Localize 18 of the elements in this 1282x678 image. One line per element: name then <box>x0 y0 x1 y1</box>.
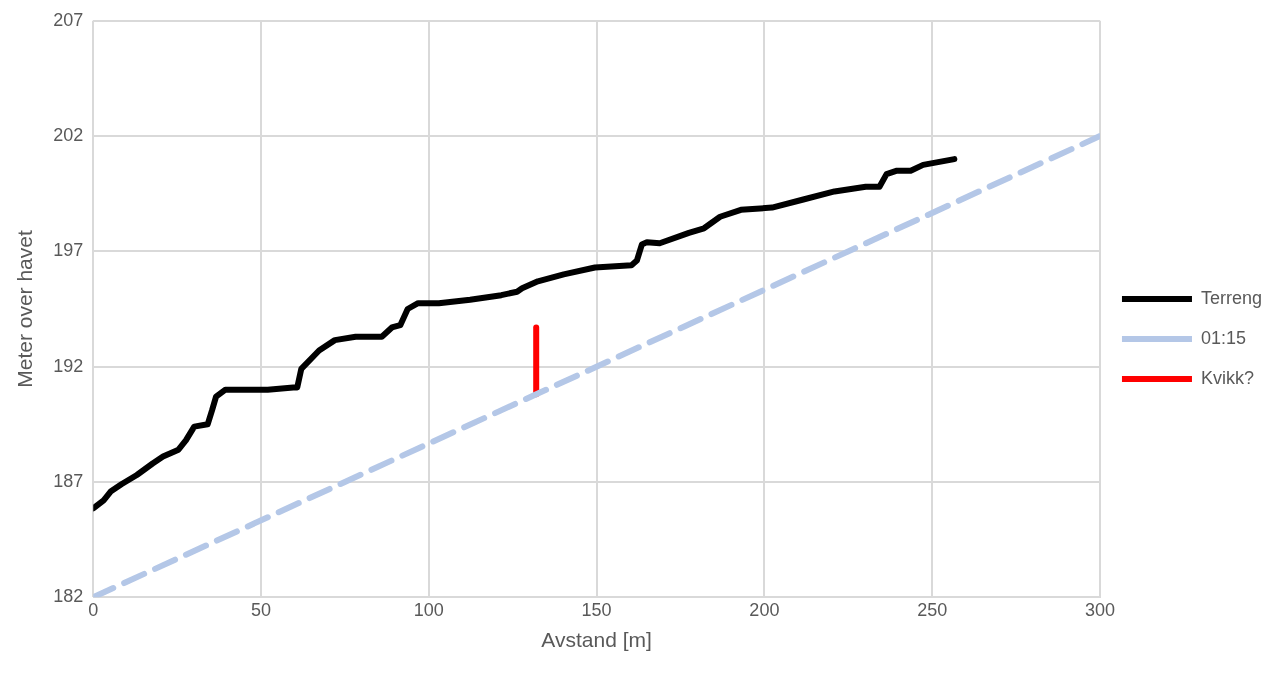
y-axis-title: Meter over havet <box>13 230 37 388</box>
x-tick-label: 300 <box>1084 599 1115 620</box>
x-axis-title: Avstand [m] <box>541 628 652 652</box>
y-tick-label: 182 <box>53 586 84 607</box>
legend-label: Kvikk? <box>1200 367 1254 388</box>
x-tick-label: 0 <box>88 599 99 620</box>
legend-label: 01:15 <box>1200 327 1247 348</box>
y-tick-label: 187 <box>53 470 84 491</box>
x-tick-label: 100 <box>413 599 444 620</box>
y-tick-label: 207 <box>53 9 84 30</box>
y-tick-label: 197 <box>53 240 84 261</box>
legend-label: Terreng <box>1200 287 1262 308</box>
x-tick-label: 50 <box>251 599 272 620</box>
y-tick-label: 192 <box>53 355 84 376</box>
y-tick-label: 202 <box>53 125 84 146</box>
x-tick-label: 150 <box>581 599 612 620</box>
x-tick-label: 250 <box>917 599 948 620</box>
x-tick-label: 200 <box>749 599 780 620</box>
